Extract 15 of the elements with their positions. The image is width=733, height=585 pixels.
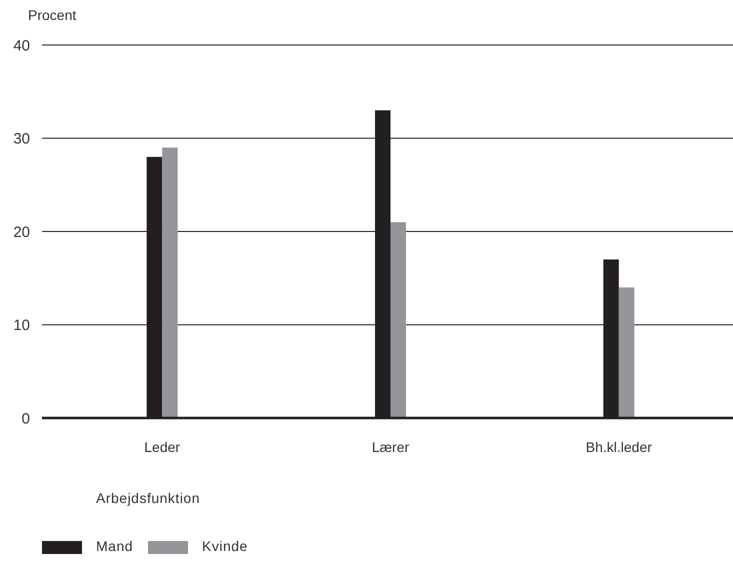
legend-label: Mand [96,538,134,554]
y-axis-title: Procent [28,7,76,23]
y-tick-label: 40 [13,37,30,54]
y-tick-label: 10 [13,317,30,334]
y-tick-label: 20 [13,224,30,241]
bar [618,287,634,418]
y-tick-label: 0 [22,410,30,428]
legend-label: Kvinde [202,538,248,554]
x-tick-label: Bh.kl.leder [586,439,652,455]
bar [162,148,178,418]
x-axis-title: Arbejdsfunktion [96,490,200,506]
y-tick-label: 30 [13,130,30,148]
x-tick-label: Lærer [372,439,410,455]
bar [390,222,406,418]
x-tick-label: Leder [144,439,180,455]
